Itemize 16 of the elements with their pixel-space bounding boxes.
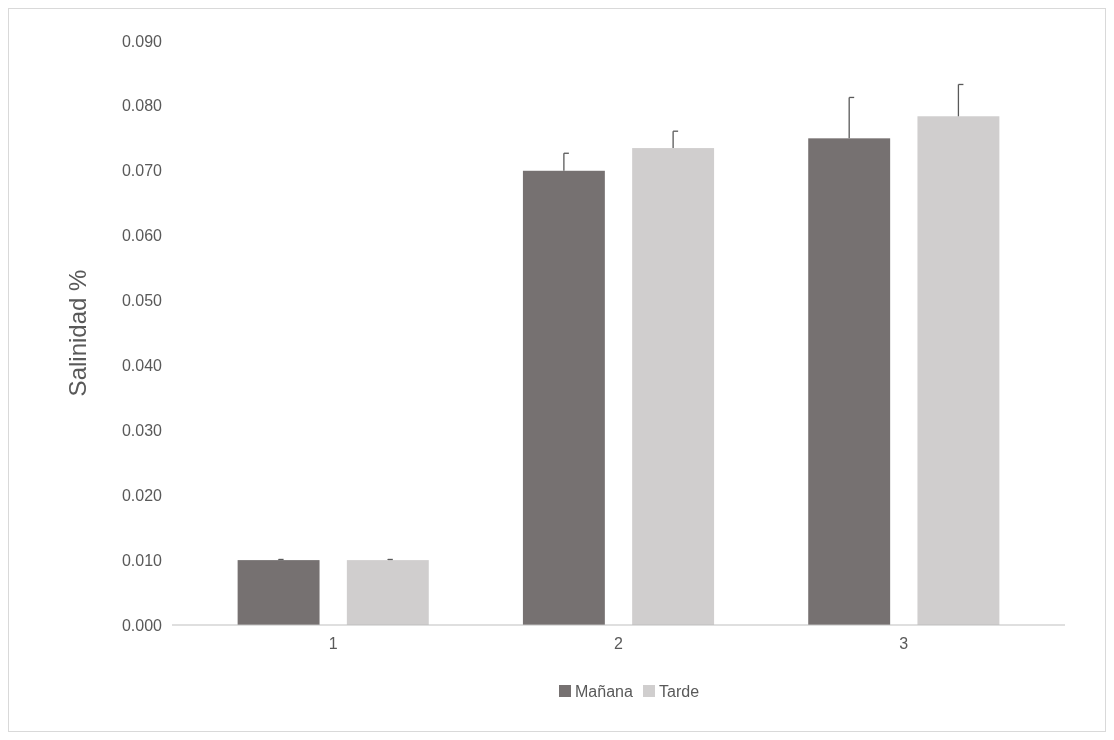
y-tick-label: 0.010	[121, 551, 163, 569]
y-tick-label: 0.060	[121, 227, 163, 245]
y-tick-label: 0.090	[121, 32, 163, 50]
y-tick-label: 0.030	[121, 421, 163, 439]
y-axis-title: Salinidad %	[64, 269, 91, 397]
x-tick-label: 3	[899, 635, 909, 652]
x-tick-label: 2	[614, 635, 624, 652]
y-tick-label: 0.000	[121, 616, 163, 634]
y-tick-label: 0.050	[121, 292, 163, 310]
legend-label: Mañana	[575, 682, 633, 700]
y-tick-label: 0.040	[121, 357, 163, 375]
y-tick-label: 0.080	[121, 97, 163, 115]
legend-label: Tarde	[659, 682, 700, 700]
x-tick-label: 1	[328, 635, 338, 652]
y-tick-label: 0.070	[121, 162, 163, 180]
y-tick-label: 0.020	[121, 486, 163, 504]
